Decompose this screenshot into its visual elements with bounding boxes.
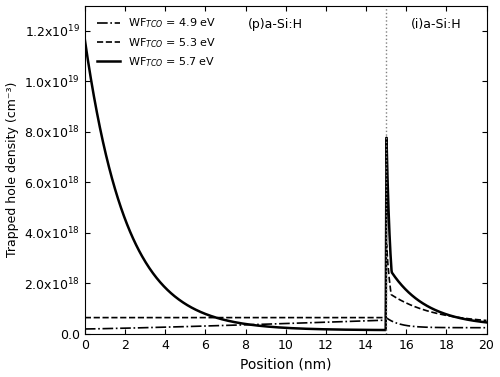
WF$_{TCO}$ = 4.9 eV (420, 325, 426, 329)
WF$_{TCO}$ = 5.3 eV (484, 318, 490, 323)
Line: WF$_{TCO}$ = 5.3 eV: WF$_{TCO}$ = 5.3 eV (85, 245, 486, 320)
WF$_{TCO}$ = 5.7 eV (387, 239, 393, 244)
WF$_{TCO}$ = 5.7 eV (484, 320, 490, 325)
WF$_{TCO}$ = 5.7 eV (420, 301, 426, 305)
Y-axis label: Trapped hole density (cm⁻³): Trapped hole density (cm⁻³) (6, 82, 18, 257)
Line: WF$_{TCO}$ = 5.7 eV: WF$_{TCO}$ = 5.7 eV (85, 40, 486, 330)
X-axis label: Position (nm): Position (nm) (240, 357, 332, 371)
WF$_{TCO}$ = 5.3 eV (362, 315, 368, 320)
WF$_{TCO}$ = 4.9 eV (82, 327, 88, 331)
WF$_{TCO}$ = 5.7 eV (446, 313, 452, 318)
WF$_{TCO}$ = 4.9 eV (446, 325, 452, 330)
Text: (p)a-Si:H: (p)a-Si:H (248, 18, 303, 31)
WF$_{TCO}$ = 5.7 eV (112, 185, 117, 189)
WF$_{TCO}$ = 5.7 eV (362, 328, 368, 332)
WF$_{TCO}$ = 5.7 eV (374, 328, 380, 332)
WF$_{TCO}$ = 4.9 eV (484, 325, 490, 330)
WF$_{TCO}$ = 5.3 eV (82, 315, 88, 320)
WF$_{TCO}$ = 5.3 eV (112, 315, 117, 320)
WF$_{TCO}$ = 4.9 eV (387, 318, 393, 322)
Line: WF$_{TCO}$ = 4.9 eV: WF$_{TCO}$ = 4.9 eV (85, 318, 486, 329)
WF$_{TCO}$ = 4.9 eV (112, 326, 117, 331)
WF$_{TCO}$ = 4.9 eV (374, 318, 380, 323)
WF$_{TCO}$ = 5.7 eV (382, 328, 388, 332)
Legend: WF$_{TCO}$ = 4.9 eV, WF$_{TCO}$ = 5.3 eV, WF$_{TCO}$ = 5.7 eV: WF$_{TCO}$ = 4.9 eV, WF$_{TCO}$ = 5.3 eV… (93, 12, 221, 74)
WF$_{TCO}$ = 5.3 eV (384, 242, 390, 247)
WF$_{TCO}$ = 4.9 eV (384, 316, 390, 320)
WF$_{TCO}$ = 5.3 eV (387, 282, 393, 286)
WF$_{TCO}$ = 4.9 eV (362, 319, 368, 323)
WF$_{TCO}$ = 5.3 eV (446, 314, 452, 318)
WF$_{TCO}$ = 5.7 eV (82, 37, 88, 42)
WF$_{TCO}$ = 5.3 eV (374, 315, 380, 320)
Text: (i)a-Si:H: (i)a-Si:H (411, 18, 462, 31)
WF$_{TCO}$ = 5.3 eV (420, 307, 426, 311)
